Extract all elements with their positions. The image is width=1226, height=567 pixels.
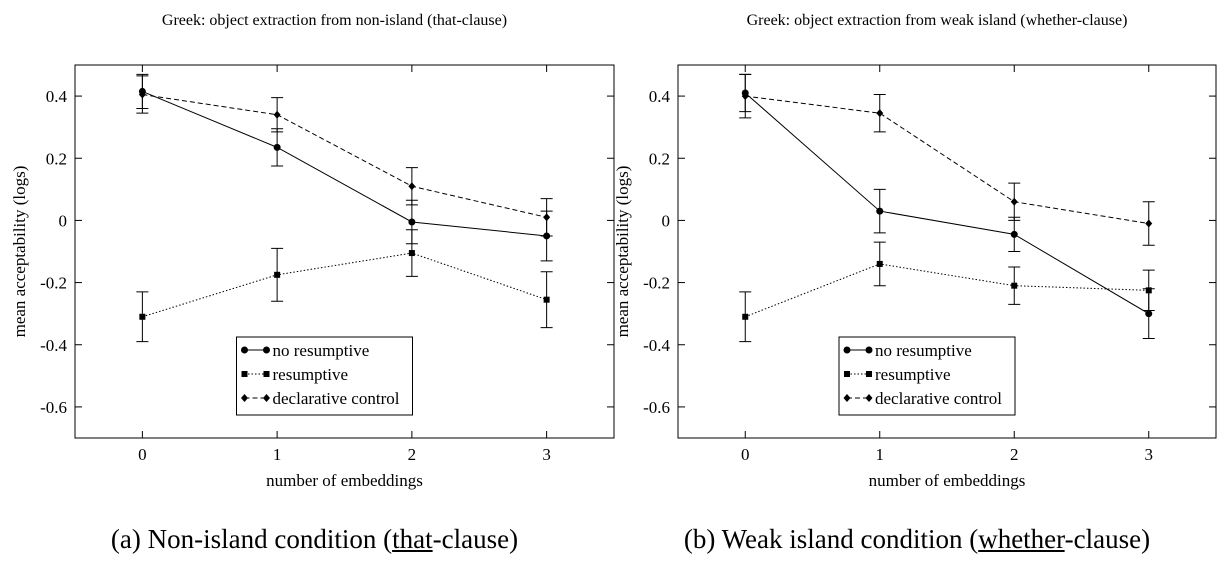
marker: [241, 346, 248, 354]
series-line: [744, 92, 1150, 315]
caption-part: whether: [978, 524, 1065, 554]
marker: [543, 213, 551, 222]
plot-frame: [677, 64, 1217, 439]
x-tick-label: 1: [876, 445, 885, 464]
chart-title: Greek: object extraction from weak islan…: [747, 12, 1128, 29]
y-tick-label: 0.2: [46, 149, 67, 168]
y-tick-label: -0.4: [643, 336, 670, 355]
marker: [1145, 219, 1153, 228]
marker: [263, 371, 270, 377]
x-tick-label: 1: [273, 445, 282, 464]
legend-label: declarative control: [273, 389, 400, 408]
x-tick-label: 3: [1145, 445, 1154, 464]
marker: [843, 394, 851, 402]
y-axis-label: mean acceptability (logs): [613, 166, 632, 338]
caption-part: (b) Weak island condition (: [683, 524, 979, 554]
marker: [741, 92, 749, 101]
y-tick-label: -0.6: [40, 398, 67, 417]
marker: [1145, 287, 1152, 294]
marker: [263, 346, 270, 354]
legend-label: no resumptive: [875, 341, 972, 360]
legend-label: resumptive: [875, 365, 951, 384]
x-axis-label: number of embeddings: [869, 471, 1026, 490]
marker: [1010, 230, 1018, 238]
y-tick-label: -0.6: [643, 398, 670, 417]
marker: [843, 346, 851, 354]
y-tick-label: 0: [59, 211, 68, 230]
y-tick-label: -0.2: [643, 274, 670, 293]
marker: [139, 313, 146, 320]
chart-title: Greek: object extraction from non-island…: [162, 12, 507, 29]
marker: [876, 260, 883, 267]
series-line: [745, 263, 1149, 318]
x-tick-label: 0: [741, 445, 750, 464]
y-axis-label: mean acceptability (logs): [10, 166, 29, 338]
marker: [866, 371, 872, 377]
marker: [263, 394, 270, 402]
caption: (b) Weak island condition (whether-claus…: [684, 524, 1150, 555]
marker: [408, 250, 415, 257]
marker: [408, 218, 416, 226]
y-tick-label: -0.4: [40, 336, 67, 355]
marker: [1011, 282, 1018, 289]
marker: [241, 371, 248, 377]
y-tick-label: -0.2: [40, 274, 67, 293]
caption-part: (a) Non-island condition (: [110, 524, 393, 554]
series-line: [142, 90, 547, 237]
marker: [274, 271, 281, 278]
x-tick-label: 2: [408, 445, 417, 464]
series-line: [745, 95, 1149, 225]
x-tick-label: 3: [542, 445, 551, 464]
y-tick-label: 0: [662, 211, 671, 230]
caption-part: -clause): [432, 524, 519, 554]
marker: [241, 394, 248, 402]
x-axis-label: number of embeddings: [266, 471, 423, 490]
caption-part: -clause): [1064, 524, 1151, 554]
y-tick-label: 0.4: [46, 87, 68, 106]
marker: [273, 110, 281, 119]
marker: [1010, 197, 1018, 206]
marker: [865, 346, 873, 354]
x-tick-label: 2: [1010, 445, 1019, 464]
marker: [543, 296, 550, 303]
marker: [876, 207, 884, 215]
legend-label: no resumptive: [273, 341, 370, 360]
series-line: [142, 252, 547, 318]
marker: [1145, 310, 1153, 318]
caption-part: that: [392, 524, 433, 554]
marker: [742, 313, 749, 320]
marker: [138, 90, 146, 99]
marker: [844, 371, 850, 377]
marker: [876, 109, 884, 118]
series-line: [142, 94, 547, 218]
legend-label: declarative control: [875, 389, 1002, 408]
plot-frame: [74, 64, 615, 439]
marker: [865, 394, 873, 402]
y-tick-label: 0.2: [649, 149, 670, 168]
marker: [273, 143, 281, 151]
x-tick-label: 0: [138, 445, 147, 464]
y-tick-label: 0.4: [649, 87, 671, 106]
marker: [408, 182, 416, 191]
legend-label: resumptive: [273, 365, 349, 384]
caption: (a) Non-island condition (that-clause): [111, 524, 518, 555]
